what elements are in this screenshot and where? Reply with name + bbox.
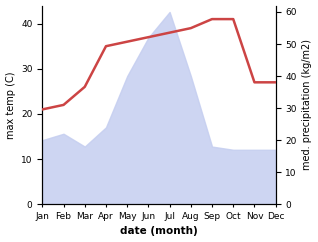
- Y-axis label: med. precipitation (kg/m2): med. precipitation (kg/m2): [302, 39, 313, 170]
- X-axis label: date (month): date (month): [120, 227, 198, 236]
- Y-axis label: max temp (C): max temp (C): [5, 71, 16, 139]
